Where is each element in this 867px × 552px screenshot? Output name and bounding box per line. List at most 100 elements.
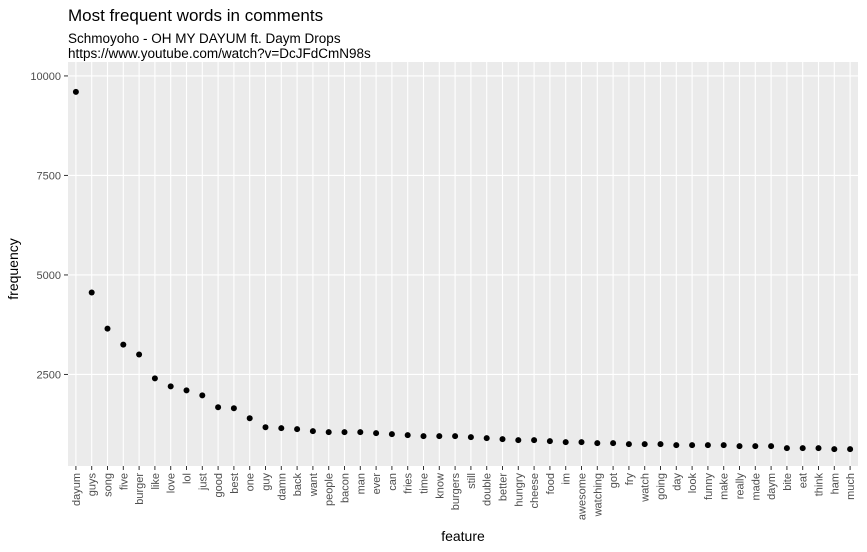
x-tick-label: cheese — [529, 473, 541, 508]
point — [278, 425, 285, 432]
point — [230, 405, 237, 412]
point — [673, 442, 680, 449]
point — [562, 439, 569, 446]
x-tick-label: look — [687, 473, 699, 494]
x-tick-label: better — [498, 473, 510, 501]
point — [246, 415, 253, 422]
x-tick-label: hungry — [513, 473, 525, 507]
point — [262, 424, 269, 431]
x-tick-label: good — [213, 473, 225, 497]
point — [610, 440, 617, 447]
chart-title: Most frequent words in comments — [68, 6, 323, 25]
point — [199, 392, 206, 399]
x-tick-label: want — [308, 473, 320, 497]
x-tick-label: one — [245, 473, 257, 491]
x-tick-label: think — [814, 473, 826, 497]
chart-subtitle: Schmoyoho - OH MY DAYUM ft. Daym Drops — [68, 31, 341, 46]
point — [452, 433, 459, 440]
x-tick-label: ham — [829, 473, 841, 494]
y-tick-label: 10000 — [30, 71, 61, 83]
point — [531, 437, 538, 444]
x-tick-label: bacon — [340, 473, 352, 503]
x-tick-label: lol — [182, 473, 194, 484]
x-tick-label: made — [750, 473, 762, 501]
point — [657, 441, 664, 448]
point — [341, 429, 348, 436]
point — [799, 445, 806, 452]
point — [88, 289, 95, 296]
y-tick-label: 2500 — [37, 369, 61, 381]
x-tick-label: like — [150, 473, 162, 490]
point — [752, 443, 759, 450]
point — [420, 433, 427, 440]
point — [404, 432, 411, 439]
x-tick-label: still — [466, 473, 478, 489]
x-tick-label: going — [656, 473, 668, 500]
point — [641, 441, 648, 448]
x-tick-label: bite — [782, 473, 794, 491]
point — [499, 436, 506, 443]
point — [689, 442, 696, 449]
x-tick-label: daym — [766, 473, 778, 500]
point — [325, 429, 332, 436]
panel — [68, 62, 858, 466]
x-tick-label: im — [561, 473, 573, 485]
point — [373, 430, 380, 437]
point — [151, 375, 158, 382]
point — [72, 88, 79, 95]
point — [594, 440, 601, 447]
x-tick-label: just — [197, 473, 209, 491]
x-tick-label: dayum — [71, 473, 83, 506]
x-tick-label: can — [387, 473, 399, 491]
point — [831, 446, 838, 453]
x-tick-label: damn — [276, 473, 288, 501]
x-tick-label: people — [324, 473, 336, 506]
point — [815, 445, 822, 452]
x-tick-label: guys — [87, 473, 99, 497]
point — [720, 442, 727, 449]
point — [578, 439, 585, 446]
x-tick-label: ever — [371, 473, 383, 495]
point — [167, 383, 174, 390]
x-tick-label: five — [118, 473, 130, 490]
point — [388, 431, 395, 438]
point — [768, 443, 775, 450]
point — [483, 435, 490, 442]
x-tick-label: got — [608, 473, 620, 488]
x-tick-label: love — [166, 473, 178, 493]
point — [104, 325, 111, 332]
x-axis-title: feature — [441, 528, 485, 544]
point — [847, 446, 854, 453]
x-tick-label: watch — [640, 473, 652, 503]
x-tick-label: double — [482, 473, 494, 506]
x-tick-label: make — [719, 473, 731, 500]
x-tick-label: best — [229, 473, 241, 494]
x-tick-label: back — [292, 473, 304, 497]
point — [625, 441, 632, 448]
x-tick-label: day — [671, 473, 683, 491]
point — [309, 428, 316, 435]
y-axis-title: frequency — [5, 238, 21, 299]
x-tick-label: funny — [703, 473, 715, 500]
point — [436, 433, 443, 440]
point — [783, 445, 790, 452]
x-tick-label: fries — [403, 473, 415, 494]
point — [515, 437, 522, 444]
x-tick-label: eat — [798, 473, 810, 488]
point — [357, 429, 364, 436]
x-tick-label: burgers — [450, 473, 462, 511]
x-tick-label: awesome — [577, 473, 589, 520]
point — [294, 426, 301, 433]
point — [467, 434, 474, 441]
chart-subtitle: https://www.youtube.com/watch?v=DcJFdCmN… — [68, 46, 371, 61]
y-tick-label: 7500 — [37, 170, 61, 182]
x-tick-label: fry — [624, 473, 636, 486]
x-tick-label: man — [355, 473, 367, 494]
x-tick-label: song — [103, 473, 115, 497]
point — [120, 341, 127, 348]
point — [704, 442, 711, 449]
point — [136, 351, 143, 358]
x-tick-label: much — [845, 473, 857, 500]
point — [546, 438, 553, 445]
